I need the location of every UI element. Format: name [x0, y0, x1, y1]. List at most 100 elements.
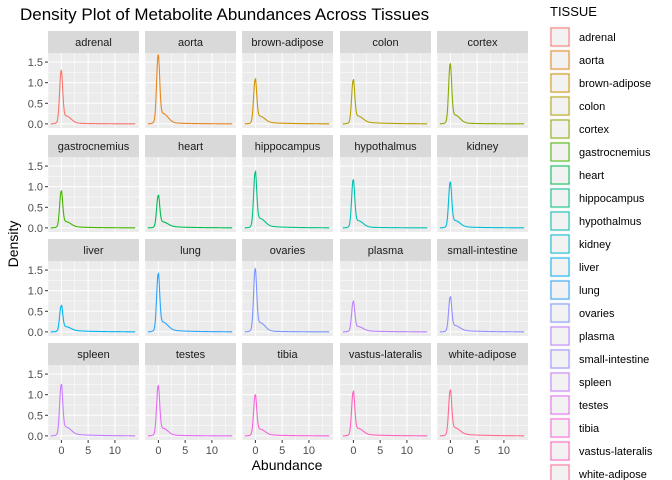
legend-label: vastus-lateralis	[579, 446, 653, 458]
legend-key-background	[548, 25, 572, 49]
facet-panel-testes: testes 0 5 10	[144, 343, 236, 457]
facet-strip	[242, 31, 333, 53]
x-tick-label: 10	[109, 445, 121, 457]
legend-key	[550, 257, 570, 277]
x-tick-label: 10	[498, 445, 510, 457]
x-tick-label: 5	[279, 445, 285, 457]
facet-strip-label: gastrocnemius	[58, 141, 130, 153]
legend-label: testes	[579, 400, 609, 412]
x-tick-label: 0	[447, 445, 453, 457]
facet-panels: adrenal 0.0 0.5 1.0 1.5 aorta brown-adipose col…	[28, 31, 528, 457]
y-tick-label: 0.0	[28, 119, 43, 131]
legend-key	[550, 464, 570, 480]
density-line	[439, 181, 525, 229]
legend-item-liver: liver	[548, 255, 600, 279]
legend-key-background	[548, 232, 572, 256]
legend-key	[550, 27, 570, 47]
density-line	[439, 389, 525, 437]
legend-label: adrenal	[579, 32, 616, 44]
legend-item-hippocampus: hippocampus	[548, 186, 645, 210]
facet-panel-ovaries: ovaries	[241, 239, 333, 336]
legend-key-background	[548, 163, 572, 187]
panel-background	[340, 261, 431, 336]
facet-panel-tibia: tibia 0 5 10	[241, 343, 333, 457]
x-tick-label: 5	[85, 445, 91, 457]
facet-strip-label: white-adipose	[448, 349, 517, 361]
x-tick-label: 0	[252, 445, 258, 457]
legend-item-spleen: spleen	[548, 370, 611, 394]
facet-strip	[48, 31, 139, 53]
legend-title: TISSUE	[550, 4, 597, 19]
facet-strip-label: colon	[372, 37, 398, 49]
panel-background	[242, 365, 333, 440]
legend-key	[550, 303, 570, 323]
facet-panel-white-adipose: white-adipose 0 5 10	[436, 343, 528, 457]
facet-strip	[145, 343, 236, 365]
density-line	[244, 267, 330, 333]
legend-label: spleen	[579, 377, 611, 389]
legend-key-background	[548, 255, 572, 279]
facet-strip	[242, 343, 333, 365]
x-tick-label: 10	[303, 445, 315, 457]
y-tick-label: 0.0	[28, 223, 43, 235]
density-line	[342, 178, 428, 229]
density-line	[244, 169, 330, 229]
legend-key	[550, 50, 570, 70]
facet-strip	[48, 239, 139, 261]
legend-label: gastrocnemius	[579, 147, 651, 159]
legend-key	[550, 73, 570, 93]
facet-panel-brown-adipose: brown-adipose	[241, 31, 333, 128]
facet-strip	[48, 343, 139, 365]
legend-item-vastus-lateralis: vastus-lateralis	[548, 439, 653, 463]
legend: TISSUE adrenal aorta brown-adipose colon cor…	[548, 4, 653, 480]
legend-key	[550, 96, 570, 116]
legend-item-cortex: cortex	[548, 117, 609, 141]
facet-panel-vastus-lateralis: vastus-lateralis 0 5 10	[339, 343, 431, 457]
facet-strip-label: vastus-lateralis	[349, 349, 423, 361]
legend-key-background	[548, 370, 572, 394]
facet-strip-label: cortex	[468, 37, 498, 49]
facet-panel-heart: heart	[144, 135, 236, 232]
facet-panel-plasma: plasma	[339, 239, 431, 336]
legend-item-colon: colon	[548, 94, 605, 118]
facet-strip-label: heart	[178, 141, 203, 153]
legend-key-background	[548, 209, 572, 233]
legend-key-background	[548, 324, 572, 348]
y-tick-label: 0.5	[28, 306, 43, 318]
facet-panel-cortex: cortex	[436, 31, 528, 128]
legend-label: brown-adipose	[579, 78, 651, 90]
legend-item-brown-adipose: brown-adipose	[548, 71, 651, 95]
density-line	[342, 389, 428, 437]
legend-item-small-intestine: small-intestine	[548, 347, 649, 371]
y-tick-label: 0.5	[28, 410, 43, 422]
facet-strip	[437, 31, 528, 53]
legend-item-hypothalmus: hypothalmus	[548, 209, 642, 233]
legend-item-lung: lung	[548, 278, 600, 302]
legend-item-testes: testes	[548, 393, 609, 417]
density-line	[50, 304, 136, 333]
facet-strip	[340, 239, 431, 261]
facet-strip-label: testes	[176, 349, 206, 361]
legend-label: aorta	[579, 55, 605, 67]
facet-strip	[145, 31, 236, 53]
legend-label: heart	[579, 170, 604, 182]
panel-background	[437, 365, 528, 440]
legend-label: tibia	[579, 423, 600, 435]
facet-strip-label: brown-adipose	[251, 37, 323, 49]
legend-label: ovaries	[579, 308, 615, 320]
facet-strip	[242, 239, 333, 261]
legend-key-background	[548, 278, 572, 302]
facet-strip	[145, 239, 236, 261]
legend-item-plasma: plasma	[548, 324, 615, 348]
panel-background	[48, 157, 139, 232]
y-tick-label: 0.0	[28, 431, 43, 443]
panel-background	[340, 157, 431, 232]
y-tick-label: 1.5	[28, 161, 43, 173]
x-tick-label: 0	[58, 445, 64, 457]
facet-panel-adrenal: adrenal 0.0 0.5 1.0 1.5	[28, 31, 139, 131]
legend-key	[550, 234, 570, 254]
y-tick-label: 1.0	[28, 286, 43, 298]
facet-panel-colon: colon	[339, 31, 431, 128]
legend-label: liver	[579, 262, 600, 274]
